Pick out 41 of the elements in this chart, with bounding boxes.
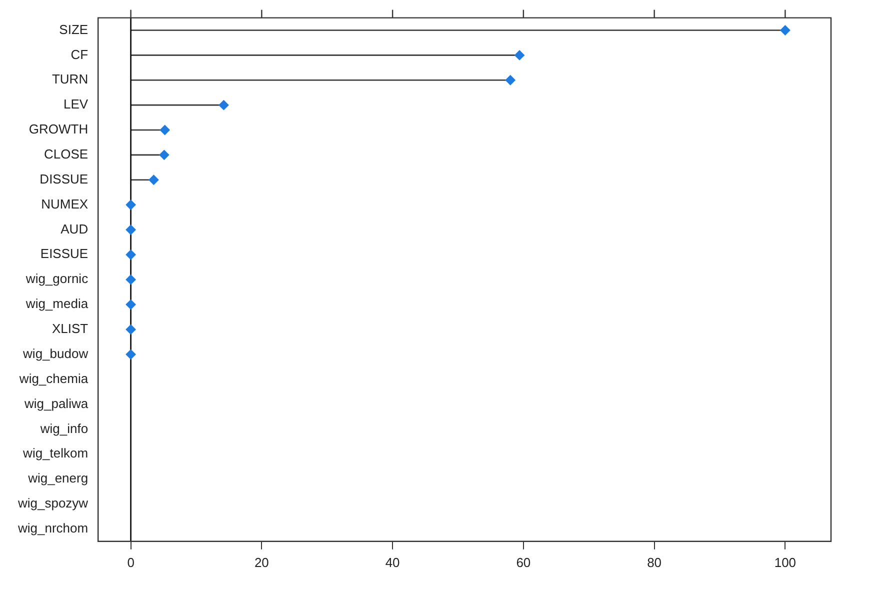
x-tick-label: 40 bbox=[385, 554, 400, 570]
y-tick-label: wig_telkom bbox=[22, 446, 88, 461]
point bbox=[126, 274, 136, 285]
x-tick-label: 0 bbox=[127, 554, 134, 570]
x-tick-label: 60 bbox=[516, 554, 531, 570]
y-tick-label: wig_spozyw bbox=[16, 496, 89, 511]
y-tick-label: CLOSE bbox=[44, 146, 88, 162]
y-tick-label: NUMEX bbox=[41, 196, 88, 212]
y-tick-label: wig_budow bbox=[22, 346, 89, 361]
y-tick-label: TURN bbox=[52, 72, 88, 87]
point bbox=[780, 25, 790, 36]
y-tick-label: wig_chemia bbox=[18, 370, 89, 386]
y-tick-label: LEV bbox=[64, 96, 88, 112]
y-tick-label: wig_energ bbox=[27, 470, 88, 486]
y-tick-label: wig_gornic bbox=[24, 271, 89, 286]
y-tick-label: AUD bbox=[60, 221, 88, 236]
point bbox=[126, 224, 136, 235]
y-tick-label: wig_nrchom bbox=[16, 520, 88, 536]
y-tick-label: CF bbox=[70, 46, 88, 62]
point bbox=[126, 349, 136, 360]
point bbox=[126, 200, 136, 210]
point bbox=[126, 324, 136, 334]
y-tick-label: SIZE bbox=[59, 22, 88, 37]
x-tick-label: 80 bbox=[647, 554, 662, 570]
point bbox=[126, 300, 136, 310]
point bbox=[218, 100, 229, 110]
y-tick-label: wig_media bbox=[24, 296, 89, 312]
y-tick-label: wig_paliwa bbox=[23, 396, 89, 411]
point bbox=[159, 150, 170, 160]
x-tick-label: 100 bbox=[774, 554, 796, 570]
x-tick-label: 20 bbox=[254, 554, 269, 570]
point bbox=[160, 125, 170, 135]
point bbox=[514, 50, 525, 60]
y-tick-label: DISSUE bbox=[40, 171, 88, 186]
point bbox=[126, 250, 136, 260]
y-tick-label: wig_info bbox=[39, 420, 88, 436]
y-tick-label: XLIST bbox=[52, 321, 88, 336]
y-tick-label: GROWTH bbox=[28, 122, 88, 137]
point bbox=[505, 75, 516, 86]
point bbox=[148, 174, 159, 185]
y-tick-label: EISSUE bbox=[40, 246, 88, 262]
